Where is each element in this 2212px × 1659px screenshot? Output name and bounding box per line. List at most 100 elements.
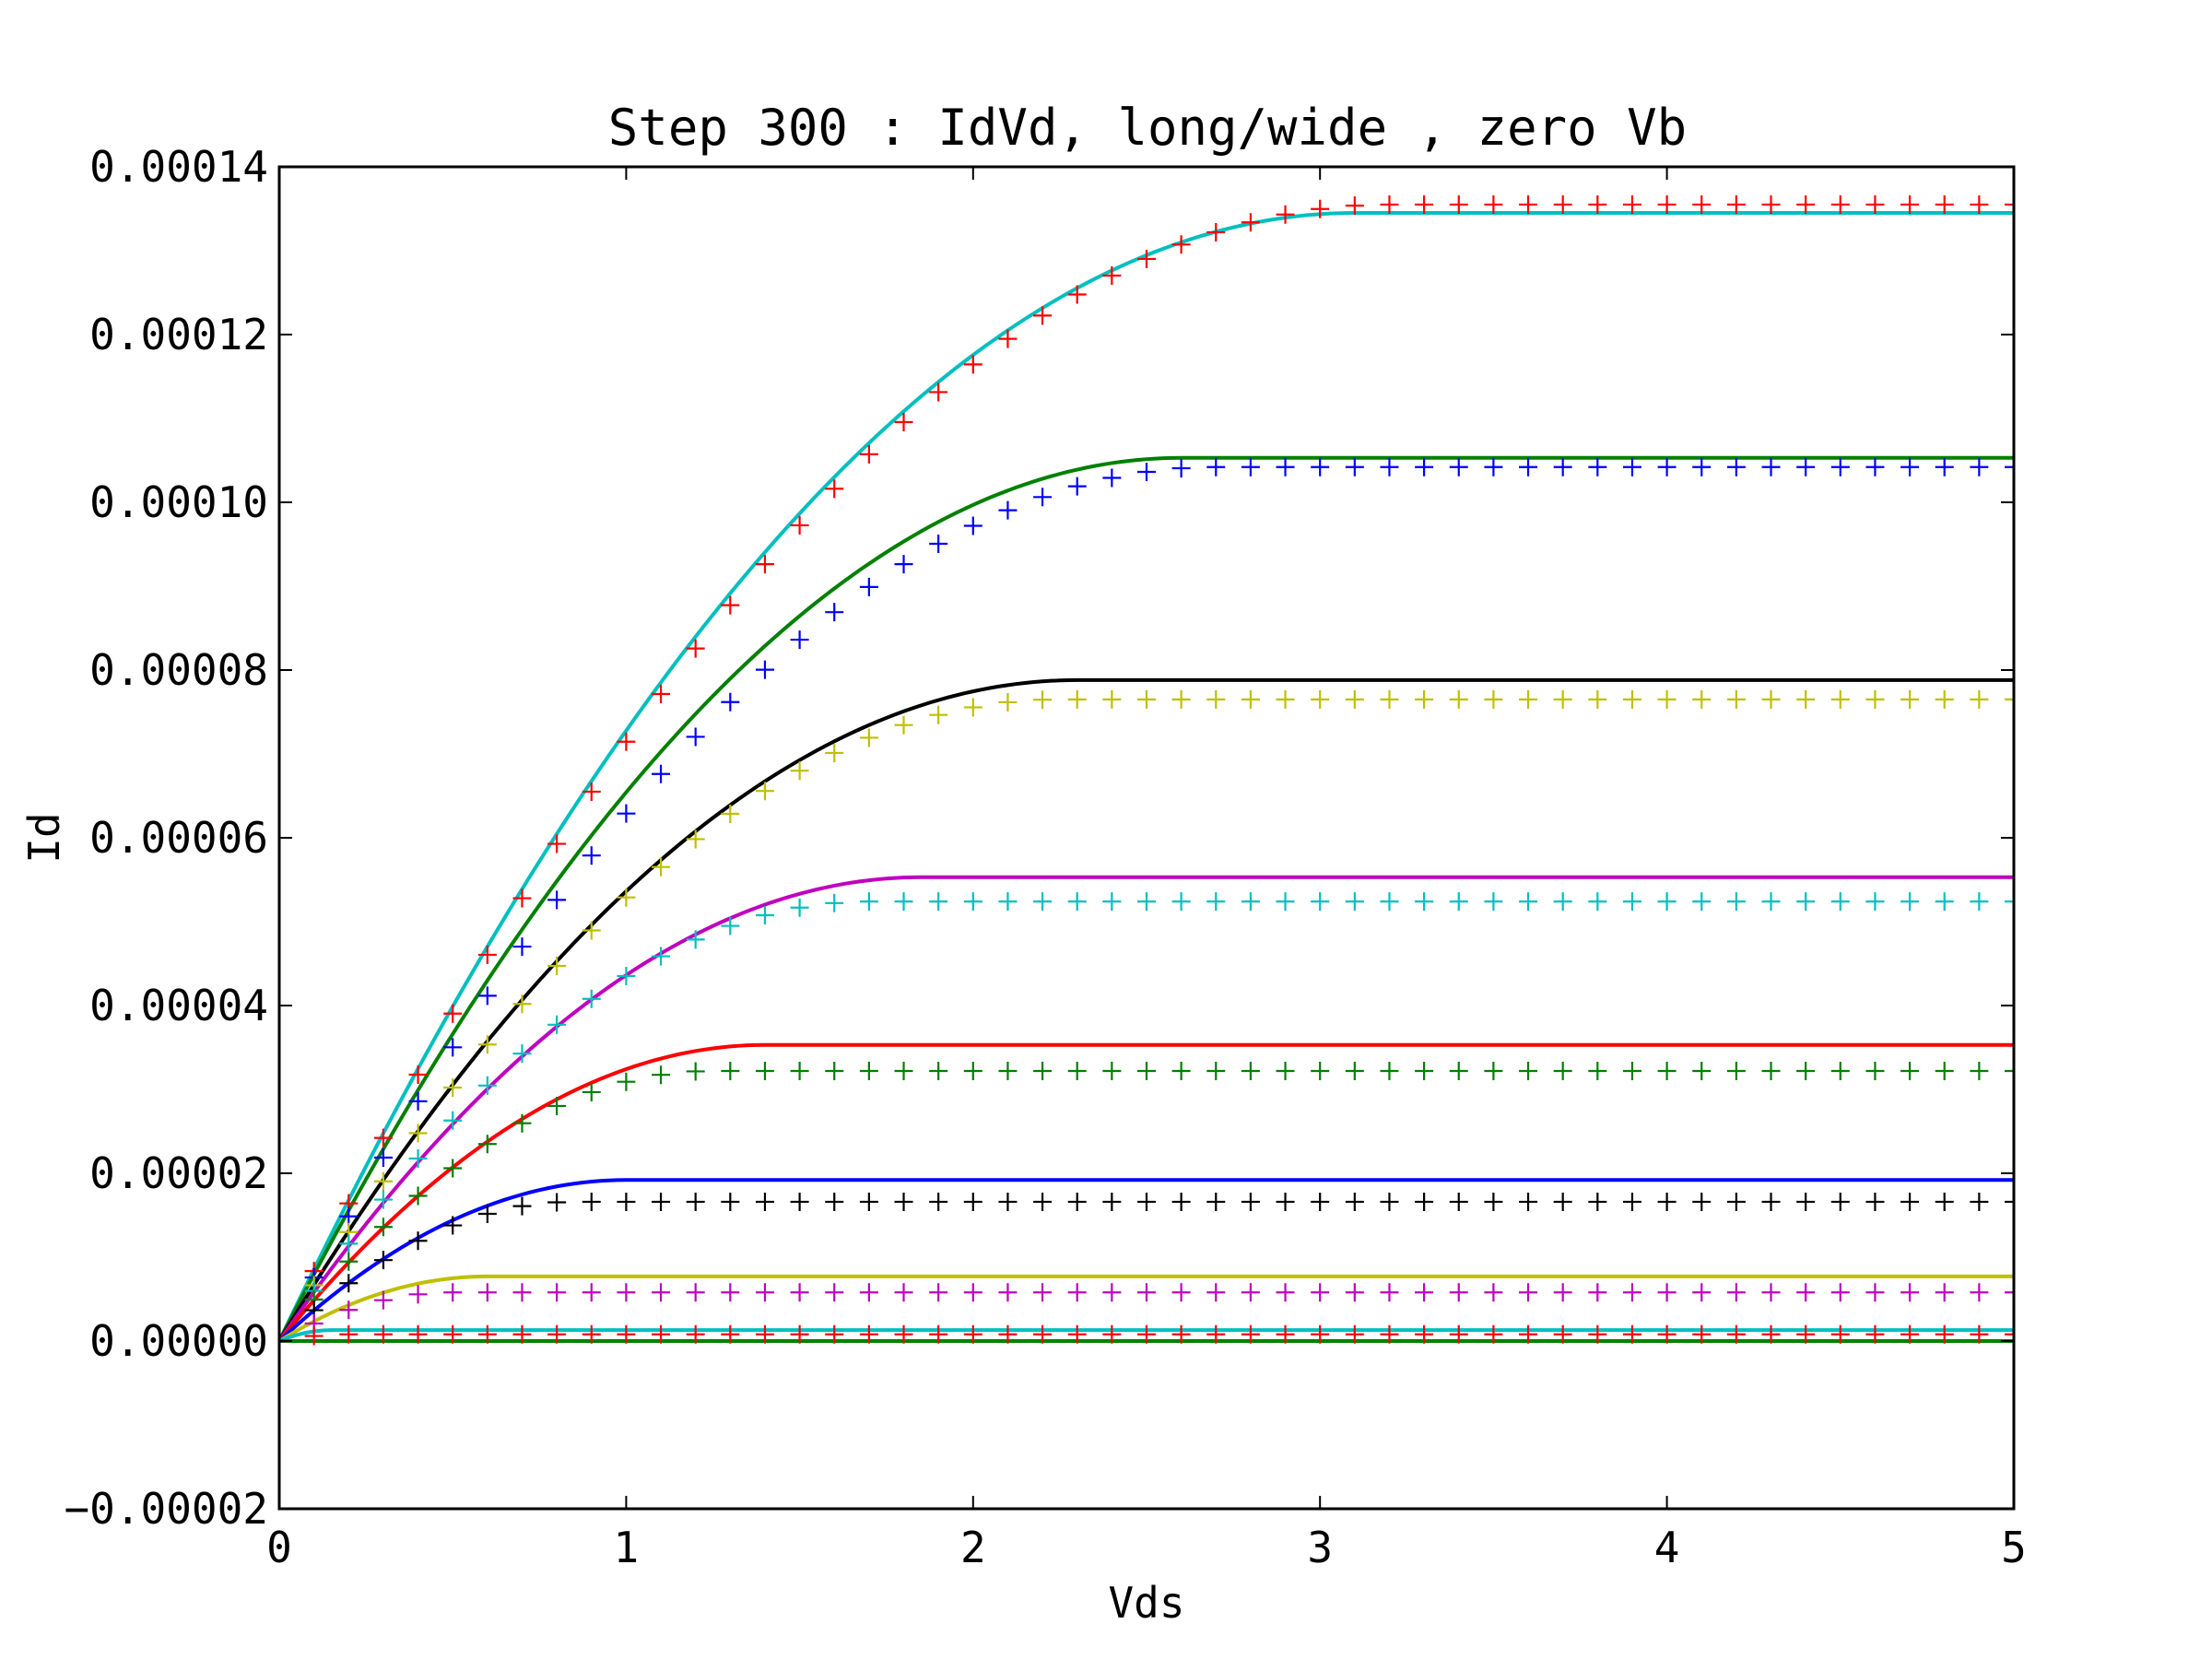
- measured-point: [1276, 457, 1295, 477]
- measured-point: [1830, 1324, 1850, 1344]
- measured-point: [582, 1082, 601, 1101]
- measured-point: [1206, 1192, 1226, 1211]
- measured-point: [477, 1283, 497, 1302]
- measured-point: [1900, 689, 1920, 709]
- measured-point: [1415, 689, 1434, 709]
- ticks-layer: 0 1 2 3 4 5 −0.00002 0.00000 0.00002 0.00004 0.000…: [64, 142, 2026, 1572]
- measured-point: [1276, 1283, 1295, 1302]
- measured-point: [1102, 1324, 1122, 1344]
- measured-point: [721, 1283, 740, 1302]
- measured-point: [1102, 1061, 1122, 1080]
- measured-point: [1519, 1192, 1538, 1211]
- measured-point: [1067, 1192, 1087, 1211]
- measured-point: [547, 890, 567, 910]
- measured-point: [1830, 194, 1850, 214]
- measured-series-16: [279, 1324, 2014, 1350]
- measured-point: [1415, 194, 1434, 214]
- measured-point: [1137, 1324, 1156, 1344]
- measured-point: [1935, 1283, 1954, 1302]
- measured-point: [1102, 266, 1122, 286]
- measured-point: [1796, 194, 1816, 214]
- measured-point: [1692, 1283, 1712, 1302]
- measured-point: [1692, 1324, 1712, 1344]
- measured-series-11: [279, 689, 2014, 1350]
- measured-point: [1484, 1061, 1503, 1080]
- measured-point: [1830, 892, 1850, 912]
- measured-point: [790, 1061, 809, 1080]
- measured-point: [859, 577, 878, 596]
- measured-point: [1588, 457, 1607, 477]
- x-tick-label: 2: [960, 1523, 986, 1572]
- measured-point: [1067, 1061, 1087, 1080]
- measured-point: [617, 888, 636, 907]
- model-curve-1: [279, 455, 2014, 1342]
- measured-point: [929, 1283, 948, 1302]
- measured-point: [755, 1283, 774, 1302]
- measured-point: [1865, 194, 1885, 214]
- measured-point: [1241, 1324, 1260, 1344]
- measured-point: [373, 1290, 393, 1310]
- measured-point: [1067, 285, 1087, 304]
- x-tick-label: 4: [1654, 1523, 1680, 1572]
- measured-point: [859, 1192, 878, 1211]
- y-tick-label: 0.00006: [89, 813, 268, 863]
- measured-point: [963, 1061, 982, 1080]
- measured-point: [1657, 1192, 1677, 1211]
- measured-point: [1519, 194, 1538, 214]
- measured-point: [721, 916, 740, 935]
- measured-point: [2005, 1324, 2014, 1344]
- measured-point: [859, 1283, 878, 1302]
- chart-title: Step 300 : IdVd, long/wide , zero Vb: [608, 99, 1687, 157]
- measured-point: [512, 1044, 532, 1064]
- measured-point: [1935, 892, 1954, 912]
- measured-point: [1415, 1061, 1434, 1080]
- measured-point: [1137, 1061, 1156, 1080]
- measured-point: [582, 846, 601, 865]
- measured-point: [512, 937, 532, 957]
- measured-point: [1033, 1061, 1053, 1080]
- y-tick-label: −0.00002: [64, 1484, 268, 1534]
- measured-point: [1067, 689, 1087, 709]
- measured-point: [1276, 205, 1295, 224]
- measured-point: [1970, 457, 1989, 477]
- series-layer: [279, 194, 2014, 1350]
- model-curve-5: [279, 1178, 2014, 1343]
- measured-point: [1692, 194, 1712, 214]
- measured-point: [339, 1206, 359, 1226]
- measured-point: [1865, 689, 1885, 709]
- measured-point: [1553, 1061, 1572, 1080]
- measured-point: [373, 1324, 393, 1344]
- measured-point: [477, 1205, 497, 1224]
- measured-point: [1900, 194, 1920, 214]
- measured-point: [1415, 1324, 1434, 1344]
- measured-point: [1415, 1283, 1434, 1302]
- measured-point: [686, 1062, 705, 1081]
- y-tick-label: 0.00002: [89, 1148, 268, 1198]
- measured-point: [1449, 1061, 1468, 1080]
- measured-point: [929, 535, 948, 554]
- measured-point: [1449, 1192, 1468, 1211]
- measured-point: [1970, 1192, 1989, 1211]
- measured-point: [1761, 1192, 1781, 1211]
- measured-point: [1900, 1061, 1920, 1080]
- measured-point: [825, 1192, 844, 1211]
- measured-point: [686, 639, 705, 658]
- measured-point: [1761, 194, 1781, 214]
- measured-point: [859, 444, 878, 464]
- measured-point: [790, 515, 809, 535]
- measured-point: [652, 1324, 671, 1344]
- measured-point: [652, 764, 671, 783]
- measured-point: [1865, 1192, 1885, 1211]
- measured-point: [408, 1124, 428, 1143]
- measured-series-14: [279, 1192, 2014, 1350]
- measured-point: [755, 782, 774, 801]
- y-tick-label: 0.00012: [89, 310, 268, 359]
- measured-point: [1102, 892, 1122, 912]
- measured-point: [373, 1251, 393, 1270]
- model-curve-2: [279, 677, 2014, 1343]
- measured-point: [825, 603, 844, 622]
- measured-point: [1657, 194, 1677, 214]
- measured-point: [2005, 457, 2014, 477]
- measured-point: [1900, 457, 1920, 477]
- measured-point: [894, 1192, 913, 1211]
